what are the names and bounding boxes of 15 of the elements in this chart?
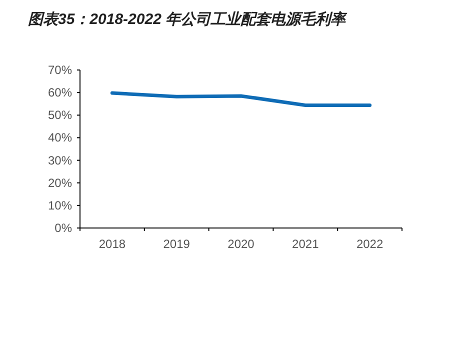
x-tick-label: 2020 (228, 237, 255, 251)
chart-title: 图表35：2018-2022 年公司工业配套电源毛利率 (28, 10, 348, 28)
y-tick-label: 50% (48, 108, 72, 122)
y-tick-label: 20% (48, 176, 72, 190)
y-tick-label: 40% (48, 130, 72, 145)
y-tick-label: 70% (48, 63, 72, 77)
line-series (110, 91, 372, 107)
y-tick-label: 30% (48, 153, 72, 168)
y-tick-label: 60% (48, 86, 72, 100)
x-tick-label: 2021 (292, 237, 320, 251)
x-tick-label: 2022 (356, 237, 384, 251)
x-tick-label: 2019 (163, 237, 190, 251)
y-tick-label: 0% (54, 221, 72, 235)
x-tick-label: 2018 (98, 237, 126, 251)
y-tick-label: 10% (48, 198, 72, 212)
